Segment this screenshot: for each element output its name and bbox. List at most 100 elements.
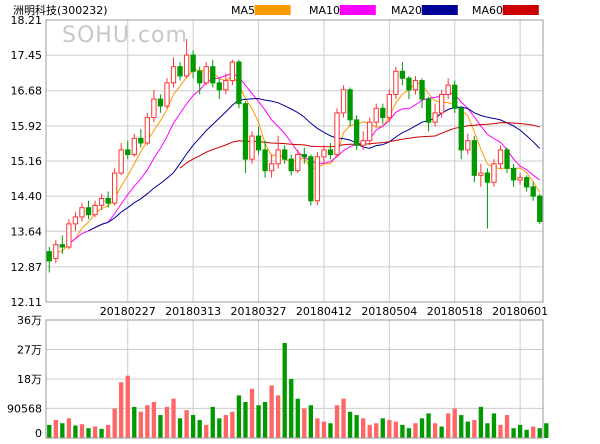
candle-body	[72, 216, 79, 225]
volume-bar	[230, 411, 235, 438]
volume-bar	[197, 419, 202, 438]
candle-body	[412, 80, 419, 91]
volume-bar	[119, 382, 124, 438]
volume-bar	[465, 421, 470, 438]
volume-bar	[446, 413, 451, 438]
candle-body	[419, 80, 425, 100]
candle-body	[406, 77, 412, 91]
volume-bar	[204, 424, 209, 438]
legend-label: MA10	[309, 4, 340, 17]
candle-body	[144, 117, 151, 144]
candle-body	[445, 84, 451, 95]
volume-bar	[210, 406, 215, 438]
candle-body	[197, 70, 203, 84]
volume-bar	[400, 424, 405, 438]
volume-bar	[86, 428, 91, 438]
candle-body	[523, 177, 530, 188]
legend-swatch	[339, 5, 376, 15]
volume-bar	[361, 418, 366, 438]
candle-body	[170, 66, 177, 84]
volume-bar	[269, 385, 274, 438]
volume-bar	[419, 418, 425, 438]
legend-label: MA60	[472, 4, 503, 17]
price-panel-frame	[45, 19, 544, 303]
volume-bar	[328, 423, 333, 438]
price-tick-label: 15.16	[11, 155, 43, 168]
date-tick-label: 20180227	[100, 305, 156, 318]
volume-tick-label: 27万	[17, 344, 42, 357]
volume-bar	[164, 406, 170, 438]
volume-bar	[289, 379, 294, 438]
volume-bar	[295, 398, 300, 438]
candle-body	[327, 149, 334, 156]
price-tick-label: 15.92	[11, 120, 43, 133]
candle-body	[255, 135, 262, 151]
candle-body	[229, 61, 236, 82]
candle-body	[438, 93, 445, 114]
legend-label: MA20	[391, 4, 422, 17]
candle-body	[242, 103, 249, 160]
candle-body	[353, 119, 360, 146]
candle-body	[131, 137, 137, 156]
candle-body	[530, 186, 536, 197]
volume-bar	[125, 375, 130, 438]
volume-bar	[498, 424, 503, 438]
candle-body	[367, 121, 373, 142]
candle-body	[210, 66, 216, 84]
candle-body	[425, 98, 432, 123]
price-tick-label: 17.45	[11, 49, 43, 62]
date-tick-label: 20180412	[296, 305, 352, 318]
volume-bar	[217, 418, 222, 438]
candle-body	[301, 154, 307, 158]
volume-bar	[315, 418, 320, 438]
candle-body	[203, 66, 209, 84]
candle-body	[151, 98, 157, 119]
candle-body	[85, 207, 92, 216]
candle-body	[517, 177, 523, 181]
volume-bar	[537, 428, 542, 438]
date-axis-ticks: 20180227 20180313 20180327 20180412 20180504…	[100, 305, 548, 318]
volume-bar	[177, 418, 183, 438]
volume-bar	[184, 410, 189, 438]
ma-line-ma60	[179, 122, 540, 169]
volume-bar	[485, 423, 490, 438]
volume-bar	[249, 388, 255, 438]
candle-body	[491, 163, 497, 183]
candle-body	[118, 149, 124, 174]
candle-body	[334, 112, 340, 156]
volume-bar	[105, 424, 111, 438]
volume-bar	[53, 419, 58, 438]
volume-bar	[243, 401, 248, 438]
volume-bar	[367, 424, 372, 438]
volume-bar	[262, 401, 268, 438]
volume-bar	[524, 429, 529, 438]
volume-axis-ticks: 36万 27万 18万 90568 0	[7, 314, 42, 440]
volume-bar	[112, 408, 117, 438]
candle-body	[59, 244, 66, 248]
volume-bar	[66, 418, 72, 438]
date-tick-label: 20180327	[231, 305, 287, 318]
candle-body	[190, 54, 196, 72]
volume-bar	[145, 405, 150, 438]
candle-body	[347, 89, 353, 121]
candle-body	[458, 107, 464, 151]
candle-body	[53, 244, 59, 260]
candle-body	[92, 204, 98, 216]
volume-bar	[413, 423, 418, 438]
volume-bar	[256, 405, 261, 438]
price-tick-label: 12.11	[11, 296, 43, 309]
volume-bar	[60, 423, 65, 438]
volume-bar	[92, 426, 98, 438]
volume-tick-label: 0	[35, 427, 42, 440]
legend: MA5 MA10 MA20 MA60	[231, 4, 539, 17]
candle-body	[268, 163, 275, 172]
volume-bar	[223, 415, 228, 438]
volume-bar	[531, 426, 536, 438]
volume-bar	[439, 426, 444, 438]
volume-bar	[308, 405, 314, 438]
volume-bar	[374, 423, 379, 438]
candle-body	[393, 70, 399, 95]
volume-bar	[151, 401, 157, 438]
volume-bar	[432, 423, 438, 438]
